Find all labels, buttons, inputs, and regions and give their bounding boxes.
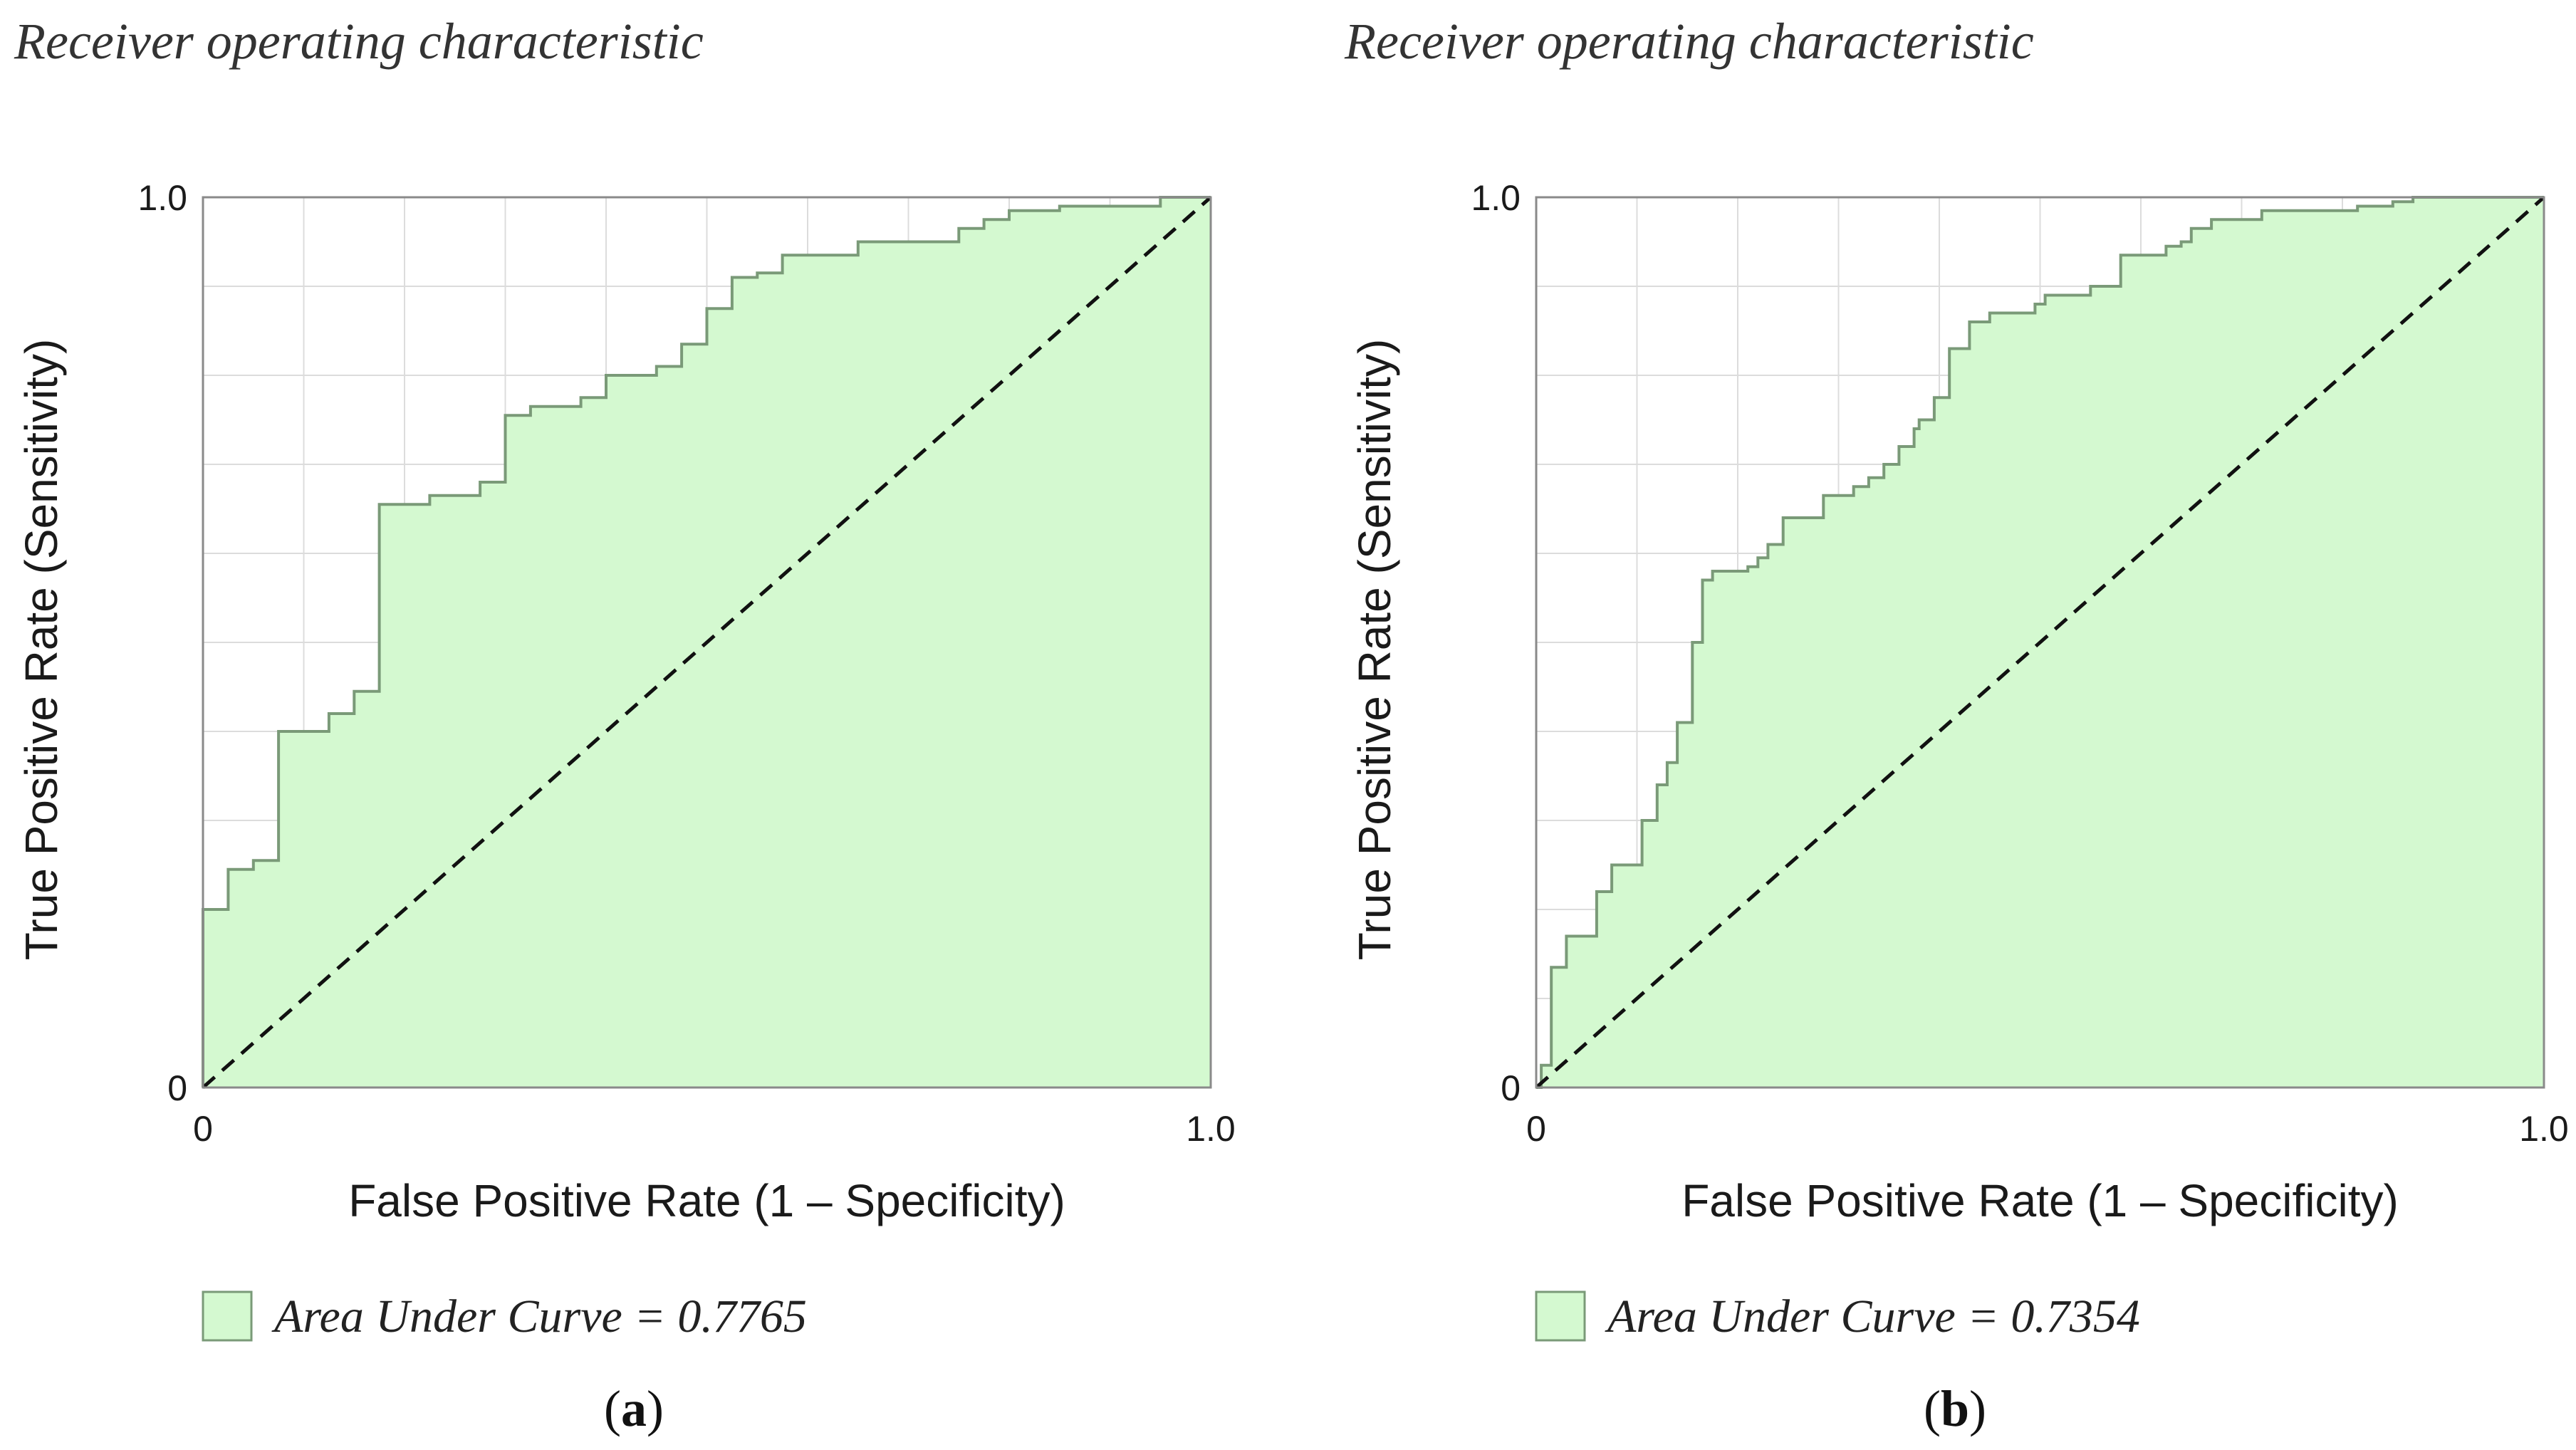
chance-diagonal-line bbox=[1535, 196, 2545, 1089]
chance-diagonal-line bbox=[202, 196, 1212, 1089]
caption-open-paren: ( bbox=[604, 1380, 621, 1437]
y-axis-label: True Positive Rate (Sensitivity) bbox=[16, 339, 67, 961]
plot-frame bbox=[1535, 196, 2545, 1089]
legend-swatch bbox=[202, 1290, 253, 1342]
x-tick-label: 0 bbox=[1526, 1109, 1546, 1149]
y-axis-label: True Positive Rate (Sensitivity) bbox=[1349, 339, 1400, 961]
chart-title: Receiver operating characteristic bbox=[14, 13, 704, 70]
legend-swatch bbox=[1535, 1290, 1586, 1342]
legend-label: Area Under Curve = 0.7354 bbox=[1605, 1290, 2140, 1342]
x-tick-label: 1.0 bbox=[1186, 1109, 1236, 1149]
panel-caption: (a) bbox=[604, 1380, 664, 1437]
x-axis-label: False Positive Rate (1 – Specificity) bbox=[1681, 1175, 2399, 1226]
y-tick-label: 1.0 bbox=[1471, 178, 1521, 218]
x-tick-label: 0 bbox=[193, 1109, 213, 1149]
caption-letter: b bbox=[1941, 1380, 1969, 1437]
panel-caption: (b) bbox=[1924, 1380, 1986, 1437]
caption-open-paren: ( bbox=[1924, 1380, 1941, 1437]
chart-title: Receiver operating characteristic bbox=[1344, 13, 2034, 70]
caption-close-paren: ) bbox=[1969, 1380, 1986, 1437]
y-tick-label: 0 bbox=[167, 1068, 187, 1108]
legend: Area Under Curve = 0.7354 bbox=[1535, 1290, 2140, 1342]
caption-letter: a bbox=[621, 1380, 647, 1437]
x-axis-label: False Positive Rate (1 – Specificity) bbox=[348, 1175, 1065, 1226]
roc-panel-a: Receiver operating characteristic 0 1.0 0 1.… bbox=[14, 13, 1236, 1437]
legend: Area Under Curve = 0.7765 bbox=[202, 1290, 807, 1342]
y-tick-label: 1.0 bbox=[137, 178, 187, 218]
x-tick-label: 1.0 bbox=[2519, 1109, 2569, 1149]
roc-curve-line bbox=[202, 196, 1211, 1088]
roc-panel-b: Receiver operating characteristic 0 1.0 0 1.… bbox=[1344, 13, 2569, 1437]
caption-close-paren: ) bbox=[647, 1380, 664, 1437]
legend-label: Area Under Curve = 0.7765 bbox=[271, 1290, 807, 1342]
plot-frame bbox=[202, 196, 1212, 1089]
roc-curve-line bbox=[1536, 196, 2544, 1089]
y-tick-label: 0 bbox=[1501, 1068, 1521, 1108]
